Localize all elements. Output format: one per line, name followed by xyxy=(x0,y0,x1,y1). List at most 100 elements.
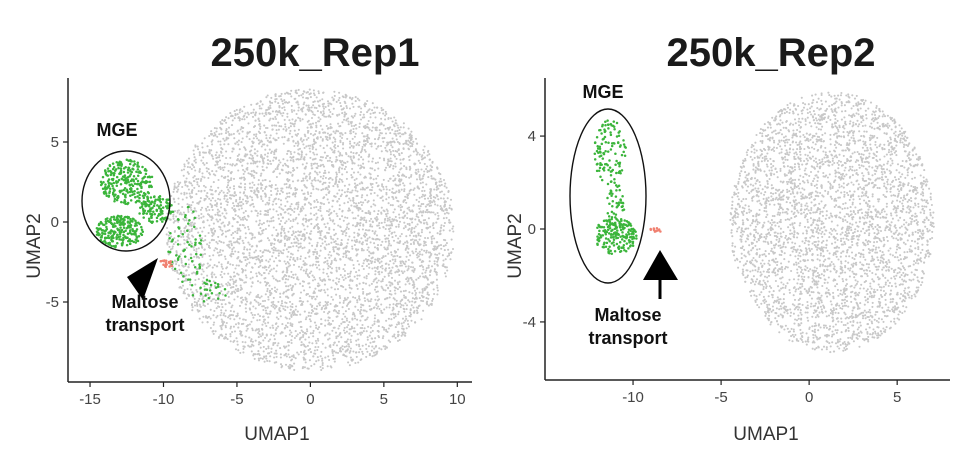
data-point xyxy=(236,257,239,260)
data-point xyxy=(428,170,431,173)
data-point xyxy=(368,292,371,295)
data-point xyxy=(297,88,300,91)
data-point xyxy=(427,197,430,200)
data-point xyxy=(296,258,299,261)
data-point xyxy=(221,212,224,215)
data-point xyxy=(369,252,372,255)
data-point xyxy=(233,210,237,213)
data-point xyxy=(341,159,344,163)
data-point xyxy=(349,132,352,135)
data-point xyxy=(382,288,385,291)
data-point xyxy=(259,256,262,259)
data-point xyxy=(321,138,324,141)
data-point xyxy=(292,276,295,279)
data-point xyxy=(239,332,242,335)
data-point xyxy=(173,182,176,185)
data-point xyxy=(376,247,379,250)
data-point xyxy=(256,280,260,283)
data-point xyxy=(349,279,352,282)
data-point xyxy=(437,214,440,217)
data-point xyxy=(327,338,330,341)
data-point xyxy=(262,229,265,232)
data-point xyxy=(350,176,353,179)
data-point xyxy=(311,342,314,345)
data-point xyxy=(283,237,286,240)
data-point xyxy=(220,309,223,312)
data-point xyxy=(315,137,318,140)
data-point xyxy=(367,300,370,303)
data-point xyxy=(370,262,373,265)
data-point xyxy=(334,176,337,180)
data-point xyxy=(271,101,274,104)
data-point xyxy=(255,244,258,247)
data-point xyxy=(233,204,236,207)
data-point xyxy=(356,274,359,277)
data-point xyxy=(409,243,413,246)
data-point xyxy=(237,202,240,205)
data-point xyxy=(243,170,246,173)
data-point xyxy=(253,251,256,254)
data-point xyxy=(221,267,224,270)
data-point xyxy=(417,277,420,280)
data-point xyxy=(375,302,378,305)
data-point xyxy=(264,153,267,156)
data-point xyxy=(271,255,274,258)
data-point xyxy=(217,166,220,169)
data-point xyxy=(358,141,361,144)
data-point xyxy=(254,111,257,114)
data-point xyxy=(246,200,249,203)
data-point xyxy=(432,288,435,291)
data-point xyxy=(229,178,233,182)
data-point xyxy=(443,221,446,225)
data-point xyxy=(251,233,254,236)
data-point xyxy=(313,106,316,109)
data-point xyxy=(196,202,199,205)
data-point xyxy=(361,288,364,291)
data-point xyxy=(300,238,303,241)
data-point xyxy=(427,203,430,206)
data-point xyxy=(296,140,299,143)
data-point xyxy=(405,244,409,247)
data-point xyxy=(183,238,186,241)
data-point xyxy=(278,106,281,109)
data-point xyxy=(210,149,213,152)
data-point xyxy=(294,218,297,221)
data-point xyxy=(407,228,410,231)
data-point xyxy=(409,137,413,140)
data-point xyxy=(259,174,262,177)
data-point xyxy=(331,298,335,301)
data-point xyxy=(261,300,265,303)
data-point xyxy=(203,252,207,255)
data-point xyxy=(288,363,292,366)
data-point xyxy=(333,350,336,353)
data-point xyxy=(328,108,331,111)
data-point xyxy=(385,306,388,309)
data-point xyxy=(338,204,341,207)
data-point xyxy=(339,135,342,138)
data-point xyxy=(415,235,418,238)
data-point xyxy=(359,201,362,204)
data-point xyxy=(347,207,351,210)
data-point xyxy=(389,281,392,284)
data-point xyxy=(286,238,289,241)
data-point xyxy=(243,215,246,218)
data-point xyxy=(374,116,377,119)
data-point xyxy=(216,314,219,317)
data-point xyxy=(248,248,252,251)
data-point xyxy=(416,240,419,244)
data-point xyxy=(217,178,220,182)
data-point xyxy=(367,229,370,232)
data-point xyxy=(304,272,307,275)
data-point xyxy=(438,180,441,183)
data-point xyxy=(211,197,214,200)
data-point xyxy=(284,301,287,304)
data-point xyxy=(429,225,432,228)
data-point xyxy=(243,246,246,249)
data-point xyxy=(309,303,312,306)
data-point xyxy=(268,270,272,273)
data-point xyxy=(261,158,264,162)
data-point xyxy=(276,280,279,283)
data-point xyxy=(361,182,364,185)
data-point xyxy=(402,227,405,230)
data-point xyxy=(309,195,312,198)
